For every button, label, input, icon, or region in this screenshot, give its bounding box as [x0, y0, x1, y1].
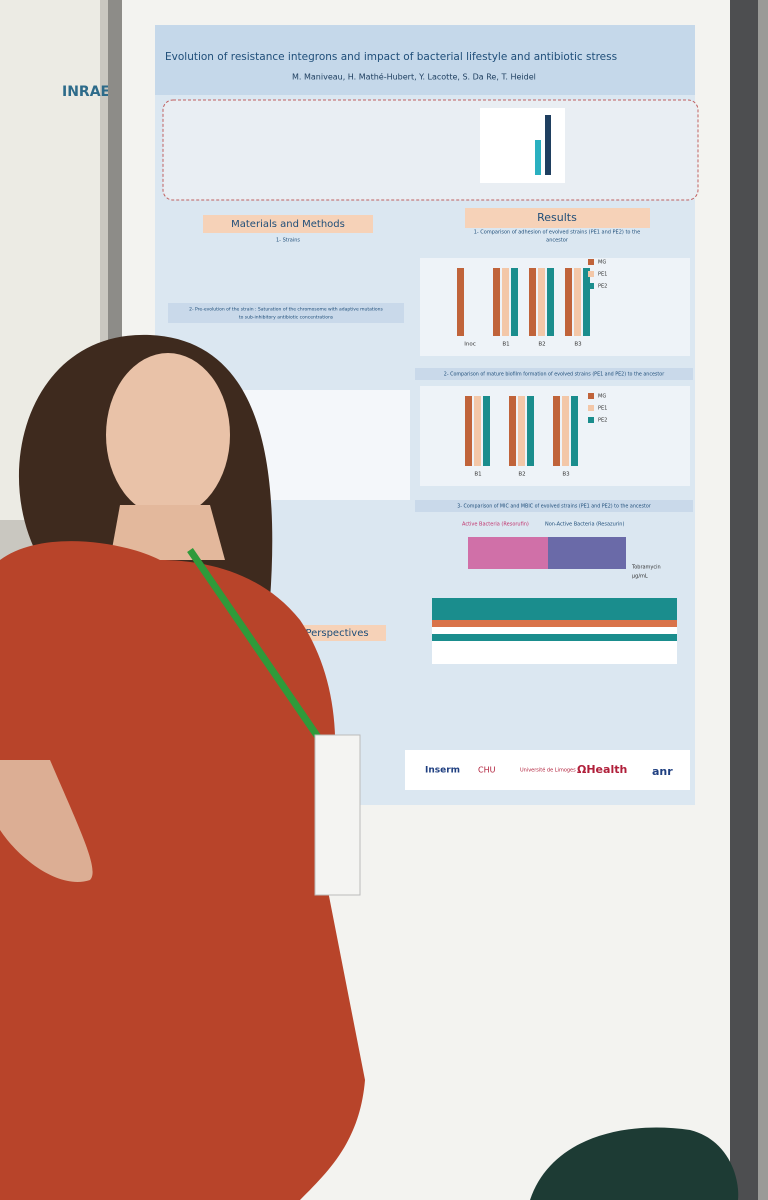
- fig-4: Inoc B1 B2 B3 MG PE1 PE2: [420, 258, 690, 356]
- figure-bar: [465, 396, 472, 466]
- methods-heading: 1- Strains: [276, 238, 300, 244]
- legend-label: MG: [598, 260, 606, 266]
- legend-swatch: [588, 393, 594, 399]
- logo: Inserm: [425, 766, 460, 776]
- results-header: [465, 208, 650, 228]
- logo: anr: [652, 765, 673, 778]
- figure-bar: [565, 268, 572, 336]
- figure-bar: [547, 268, 554, 336]
- person: [0, 334, 365, 1200]
- methods-heading: to sub-inhibitory antibiotic concentrati…: [239, 315, 334, 321]
- figure-bar: [538, 268, 545, 336]
- figure-bar: [474, 396, 481, 466]
- figure-bar: [518, 396, 525, 466]
- fig-1: [480, 108, 565, 183]
- figure-bar: [583, 268, 590, 336]
- arm: [0, 760, 93, 882]
- logo: ΩHealth: [577, 763, 627, 776]
- fig-5: B1 B2 B3 MG PE1 PE2: [420, 386, 690, 486]
- figure-category: B2: [518, 472, 525, 478]
- figure-category: B1: [502, 342, 509, 348]
- figure-bar: [483, 396, 490, 466]
- figure-bar: [529, 268, 536, 336]
- dress: [0, 541, 365, 1200]
- poster: Evolution of resistance integrons and im…: [155, 25, 699, 805]
- resazurin-label: Active Bacteria (Resorufin): [462, 522, 529, 528]
- figure-bar: [571, 396, 578, 466]
- section-title: Results: [537, 211, 577, 224]
- section-title: Perspectives: [305, 628, 368, 639]
- mic-table-header: [432, 598, 677, 620]
- figure-category: B3: [574, 342, 582, 348]
- resazurin-label: Non-Active Bacteria (Resazurin): [545, 522, 624, 528]
- logo-bar: [405, 750, 690, 790]
- figure-bar: [511, 268, 518, 336]
- results-heading-bg: [415, 368, 693, 380]
- figure-bar: [457, 268, 464, 336]
- tobramycin-label: µg/mL: [632, 574, 648, 580]
- figure-category: B1: [474, 472, 481, 478]
- wall: [758, 0, 768, 1200]
- poster-authors: M. Maniveau, H. Mathé-Hubert, Y. Lacotte…: [292, 72, 536, 82]
- legend-swatch: [588, 259, 594, 265]
- figure-bar: [527, 396, 534, 466]
- face: [106, 353, 230, 517]
- figure-category: B3: [562, 472, 570, 478]
- fig-1-bar: [545, 115, 551, 175]
- section-title: Materials and Methods: [231, 219, 345, 230]
- results-heading-bg: [415, 500, 693, 512]
- neck: [110, 505, 225, 560]
- legend-swatch: [588, 417, 594, 423]
- figure-bar: [553, 396, 560, 466]
- figure-bar: [562, 396, 569, 466]
- bag: [530, 1127, 739, 1200]
- figure-category: B2: [538, 342, 545, 348]
- legend-label: MG: [598, 394, 606, 400]
- results-heading: 1- Comparison of adhesion of evolved str…: [474, 230, 641, 236]
- figure-bar: [574, 268, 581, 336]
- tobramycin-label: Tobramycin: [631, 565, 661, 571]
- fig-1-bar: [535, 140, 541, 175]
- methods-heading: 2- Pre-evolution of the strain : Saturat…: [189, 307, 383, 313]
- legend-swatch: [588, 283, 594, 289]
- methods-heading-bg: [168, 303, 404, 323]
- figure-bar: [502, 268, 509, 336]
- legend-swatch: [588, 405, 594, 411]
- left-logo: INRAE: [62, 84, 110, 100]
- lanyard: [187, 548, 323, 742]
- plate-active: [468, 537, 548, 569]
- badge: [314, 734, 361, 896]
- legend-label: PE2: [598, 284, 607, 290]
- legend-swatch: [588, 271, 594, 277]
- legend-label: PE2: [598, 418, 607, 424]
- poster-header: [155, 25, 695, 95]
- legend-label: PE1: [598, 272, 607, 278]
- results-heading: 2- Comparison of mature biofilm formatio…: [444, 372, 664, 378]
- poster-title: Evolution of resistance integrons and im…: [165, 51, 617, 63]
- abstract-box: [162, 99, 699, 201]
- figure-bar: [493, 268, 500, 336]
- mic-row: [432, 634, 677, 641]
- results-heading: ancestor: [546, 238, 569, 244]
- figure-bg: [420, 258, 690, 356]
- figure-category: Inoc: [464, 342, 476, 348]
- logo: Université de Limoges: [520, 767, 576, 774]
- mic-row: [432, 620, 677, 627]
- methods-header: [203, 215, 373, 233]
- legend-label: PE1: [598, 406, 607, 412]
- logo: CHU: [478, 766, 496, 775]
- results-heading: 3- Comparison of MIC and MBIC of evolved…: [457, 504, 651, 510]
- figure-bar: [509, 396, 516, 466]
- perspectives-header: [288, 625, 386, 641]
- frame-right: [730, 0, 758, 1200]
